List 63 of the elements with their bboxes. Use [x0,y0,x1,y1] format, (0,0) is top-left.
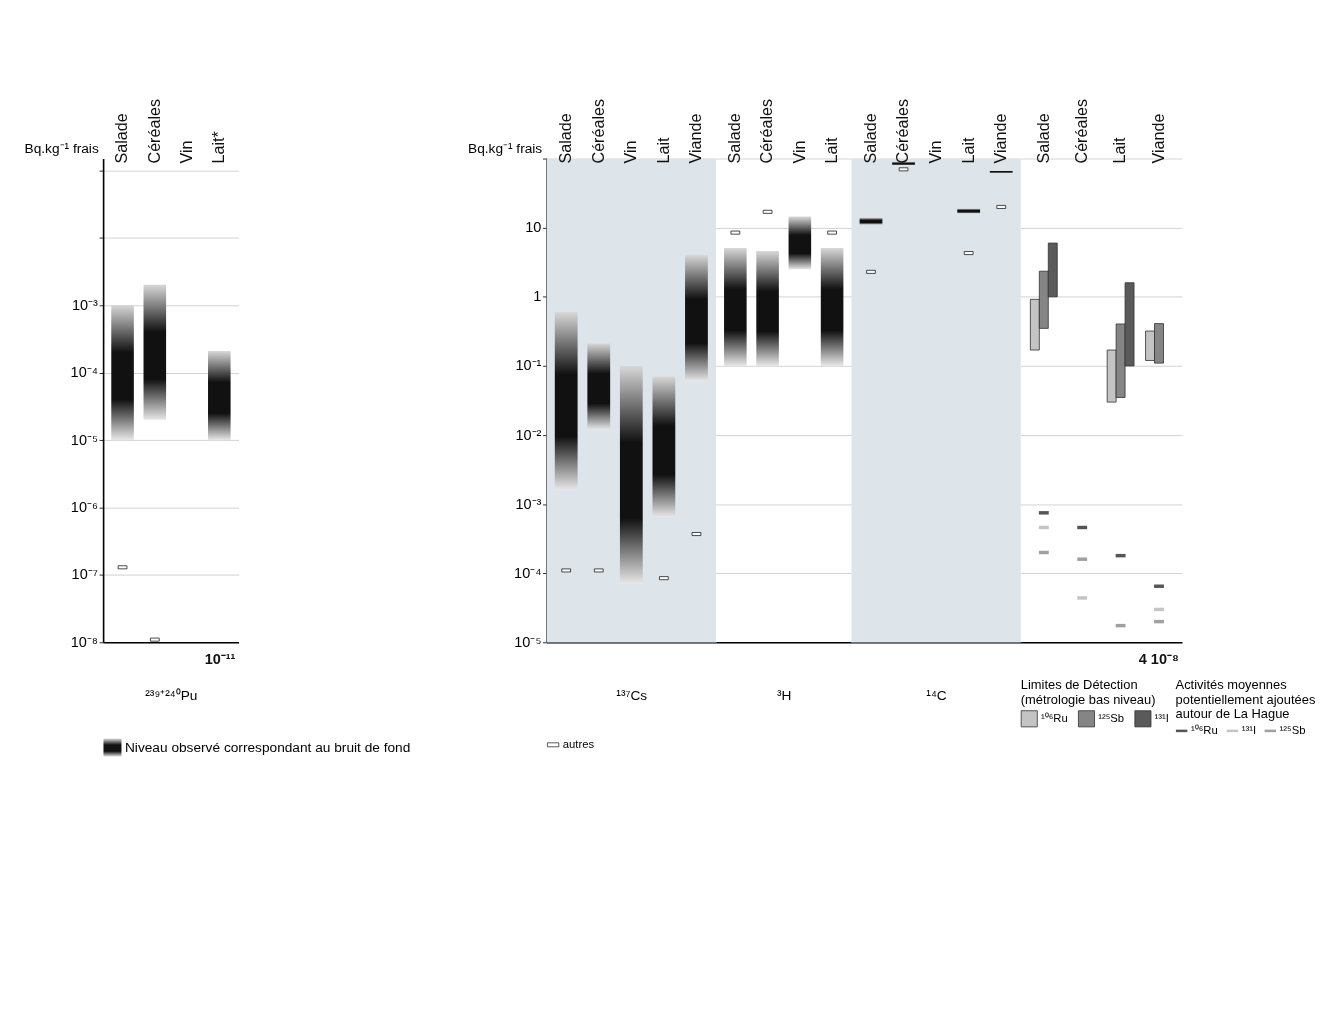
y-tick-label: 10⁻² [515,426,542,443]
legend-label: ¹⁰⁶Ru [1190,724,1218,737]
y-tick-label: 10⁻⁴ [514,564,542,581]
y-tick-label: 10⁻⁵ [514,633,542,650]
bar [554,312,578,491]
x-tick-label: Viande [991,113,1010,164]
x-tick-label: Vin [789,140,808,164]
bar [143,284,167,420]
x-tick-label: Céréales [588,98,607,164]
y-axis-title: Bq.kg⁻¹ frais [468,140,543,156]
bar [652,376,676,518]
x-tick-label: Salade [725,113,744,164]
x-tick-label: Salade [112,113,131,164]
legend-label: ¹²⁵Sb [1098,712,1125,725]
x-tick-label: Céréales [144,98,163,164]
legend-label: ¹³¹I [1154,712,1170,725]
y-tick-label: 10 [525,219,542,236]
y-tick-label: 10⁻³ [515,495,542,512]
x-tick-label: Salade [1033,113,1052,164]
x-axis-title: ³H [776,688,792,704]
y-tick-label: 10⁻³ [72,296,99,313]
legend-label: autres [562,738,595,751]
y-tick-label: 10⁻⁵ [70,431,98,448]
legend-label: Niveau observé correspondant au bruit de fond [124,739,411,755]
bar [859,217,883,225]
x-axis-title: ¹⁴C [926,688,947,704]
x-tick-label: Céréales [893,98,912,164]
y-tick-label: 10⁻¹ [515,357,542,374]
x-tick-label: Salade [556,113,575,164]
x-tick-label: Vin [621,140,640,164]
y-tick-label: 10⁻⁸ [70,633,98,650]
x-tick-label: Lait* [209,130,228,164]
x-tick-label: Lait [821,136,840,164]
x-tick-label: Lait [958,136,977,164]
bar [208,351,231,441]
bar [685,254,708,382]
y-tick-label: 1 [533,288,542,305]
x-tick-label: Vin [925,140,944,164]
legend-label: ¹⁰⁶Ru [1040,712,1068,725]
x-tick-label: Viande [1148,113,1167,164]
x-tick-label: Lait [1110,136,1129,164]
legend-label: ¹²⁵Sb [1279,724,1306,737]
text: 10⁻¹¹ [204,651,236,668]
x-tick-label: Viande [686,113,705,164]
y-tick-label: 10⁻⁷ [71,566,98,583]
x-tick-label: Céréales [757,98,776,164]
x-axis-title: ¹³⁷Cs [616,688,648,704]
bar [587,343,611,430]
text: Activités moyennes potentiellement ajoutées autour de La Hague [1175,677,1316,722]
x-tick-label: Lait [653,136,672,164]
y-axis-title: Bq.kg⁻¹ frais [24,140,99,156]
bar [957,208,981,214]
legend-title: Limites de Détection (métrologie bas niveau) [1020,677,1156,707]
x-tick-label: Salade [860,113,879,164]
y-tick-label: 10⁻⁴ [70,364,98,381]
bar [111,305,134,441]
y-tick-label: 10⁻⁶ [70,499,98,516]
x-axis-title: ²³⁹⁺²⁴⁰Pu [145,688,198,704]
text: 4 10⁻⁸ [1138,651,1179,668]
legend-label: ¹³¹I [1241,724,1257,737]
bar [619,365,643,584]
x-tick-label: Vin [176,140,195,164]
x-tick-label: Céréales [1072,98,1091,164]
